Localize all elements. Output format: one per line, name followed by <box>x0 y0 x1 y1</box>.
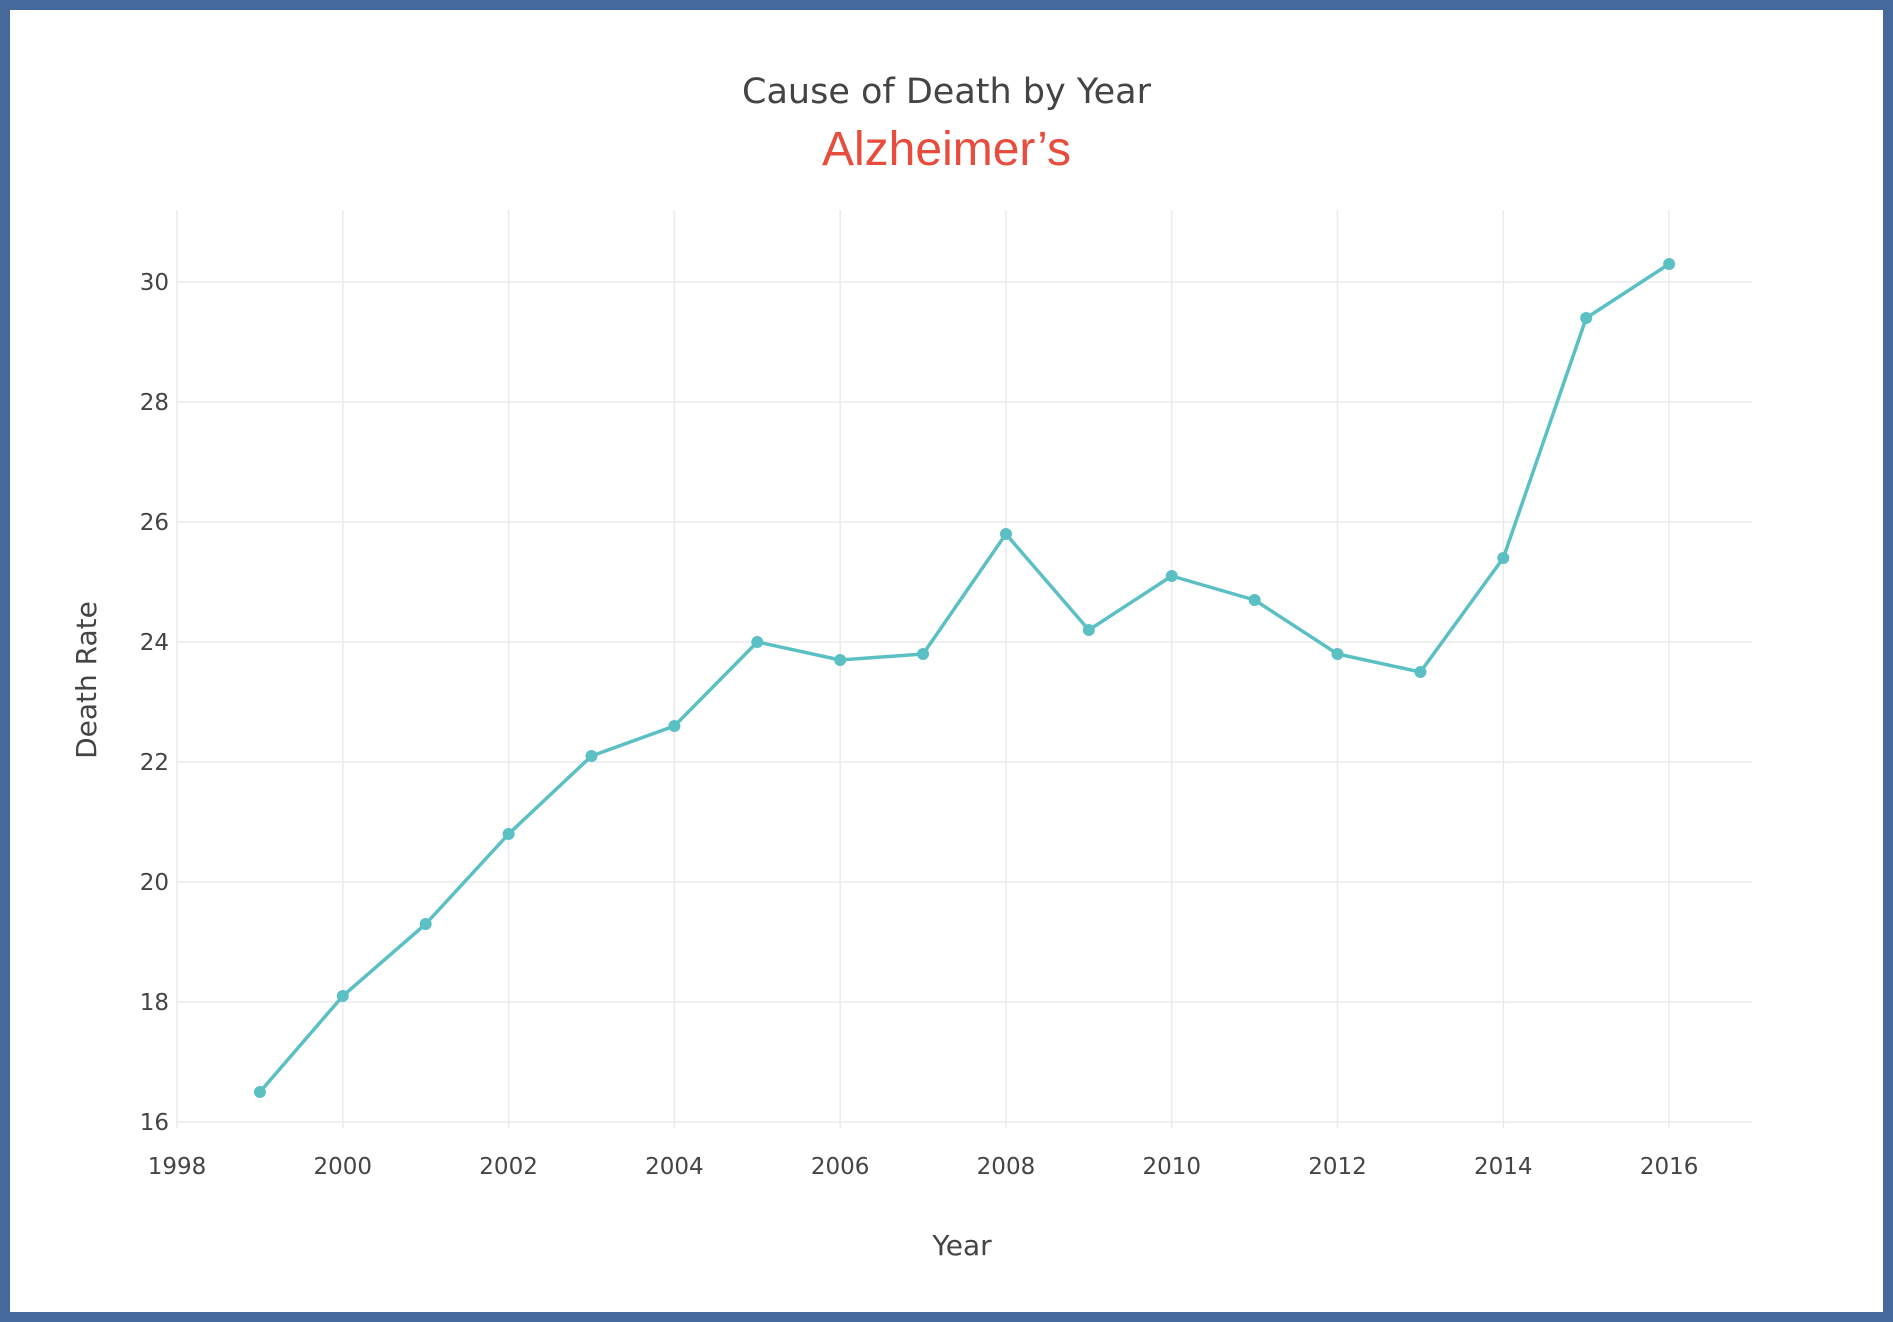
y-tick-label: 18 <box>140 990 169 1016</box>
x-axis-title: Year <box>931 1229 992 1262</box>
chart-subtitle: Alzheimer’s <box>822 123 1071 176</box>
data-point <box>1331 648 1344 660</box>
data-point <box>1580 312 1593 324</box>
y-tick-label: 28 <box>140 390 169 416</box>
data-point <box>1414 666 1427 678</box>
data-point <box>1248 594 1261 606</box>
y-tick-label: 24 <box>140 630 169 656</box>
data-point <box>1663 258 1676 270</box>
y-tick-label: 20 <box>140 870 169 896</box>
y-tick-label: 30 <box>140 270 169 296</box>
x-tick-label: 2014 <box>1474 1154 1533 1180</box>
data-point <box>419 918 432 930</box>
data-point <box>917 648 930 660</box>
x-tick-label: 2008 <box>977 1154 1036 1180</box>
x-tick-label: 1998 <box>148 1154 207 1180</box>
chart-title: Cause of Death by Year <box>742 72 1151 112</box>
data-point <box>502 828 515 840</box>
series-line <box>258 262 1671 1094</box>
x-tick-label: 2006 <box>811 1154 870 1180</box>
data-point <box>585 750 598 762</box>
data-point <box>999 528 1012 540</box>
data-point <box>751 636 764 648</box>
x-tick-label: 2000 <box>314 1154 373 1180</box>
data-point <box>1165 570 1178 582</box>
y-tick-label: 26 <box>140 510 169 536</box>
y-axis-title: Death Rate <box>70 601 103 759</box>
x-tick-label: 2010 <box>1142 1154 1201 1180</box>
x-tick-label: 2016 <box>1640 1154 1699 1180</box>
x-tick-label: 2004 <box>645 1154 704 1180</box>
data-point <box>253 1086 266 1098</box>
y-tick-label: 16 <box>140 1110 169 1136</box>
data-point <box>668 720 681 732</box>
x-tick-label: 2012 <box>1308 1154 1367 1180</box>
x-tick-label: 2002 <box>479 1154 538 1180</box>
data-point <box>1497 552 1510 564</box>
y-tick-label: 22 <box>140 750 169 776</box>
data-point <box>1082 624 1095 636</box>
data-point <box>336 990 349 1002</box>
data-point <box>834 654 847 666</box>
